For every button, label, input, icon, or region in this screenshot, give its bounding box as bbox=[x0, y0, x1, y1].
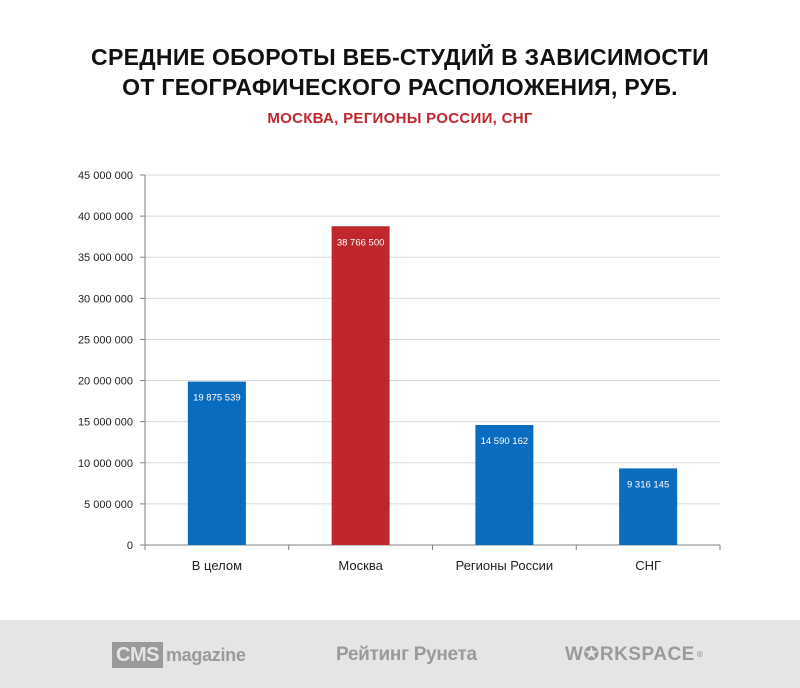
x-tick-label: Москва bbox=[338, 558, 383, 573]
data-label: 9 316 145 bbox=[627, 479, 669, 490]
y-tick-label: 15 000 000 bbox=[78, 417, 133, 429]
cms-logo-text: magazine bbox=[165, 644, 246, 665]
footer-bar: CMS magazine Рейтинг Рунета W✪RKSPACE ® bbox=[0, 620, 800, 688]
y-tick-label: 30 000 000 bbox=[78, 293, 133, 305]
chart-title-line2: ОТ ГЕОГРАФИЧЕСКОГО РАСПОЛОЖЕНИЯ, РУБ. bbox=[122, 74, 678, 100]
bar bbox=[475, 425, 534, 545]
y-tick-label: 20 000 000 bbox=[78, 376, 133, 388]
chart-subtitle: МОСКВА, РЕГИОНЫ РОССИИ, СНГ bbox=[267, 110, 533, 127]
cms-magazine-logo[interactable]: CMS magazine bbox=[112, 640, 246, 670]
bar-chart: 0 5 000 000 10 000 000 15 000 000 20 000 000… bbox=[78, 170, 721, 573]
chart-title: СРЕДНИЕ ОБОРОТЫ ВЕБ-СТУДИЙ В ЗАВИСИМОСТИ… bbox=[0, 42, 800, 102]
workspace-logo[interactable]: W✪RKSPACE ® bbox=[565, 640, 703, 670]
registered-mark: ® bbox=[696, 650, 704, 659]
data-label: 14 590 162 bbox=[481, 436, 529, 447]
bar bbox=[619, 468, 678, 545]
y-tick-label: 25 000 000 bbox=[78, 334, 133, 346]
rating-runeta-logo[interactable]: Рейтинг Рунета bbox=[336, 644, 477, 665]
y-tick-label: 35 000 000 bbox=[78, 252, 133, 264]
x-tick-label: СНГ bbox=[635, 558, 661, 573]
y-tick-label: 0 bbox=[127, 540, 133, 552]
y-tick-label: 40 000 000 bbox=[78, 211, 133, 223]
y-tick-label: 5 000 000 bbox=[84, 499, 133, 511]
chart-title-line1: СРЕДНИЕ ОБОРОТЫ ВЕБ-СТУДИЙ В ЗАВИСИМОСТИ bbox=[91, 44, 709, 70]
cms-logo-box: CMS bbox=[112, 642, 163, 668]
bar bbox=[331, 226, 390, 545]
y-tick-label: 10 000 000 bbox=[78, 458, 133, 470]
x-tick-label: В целом bbox=[192, 558, 242, 573]
x-tick-label: Регионы России bbox=[456, 558, 554, 573]
data-label: 38 766 500 bbox=[337, 237, 385, 248]
bar bbox=[187, 381, 246, 545]
y-tick-label: 45 000 000 bbox=[78, 170, 133, 182]
data-label: 19 875 539 bbox=[193, 393, 241, 404]
workspace-logo-text: W✪RKSPACE bbox=[565, 644, 695, 665]
